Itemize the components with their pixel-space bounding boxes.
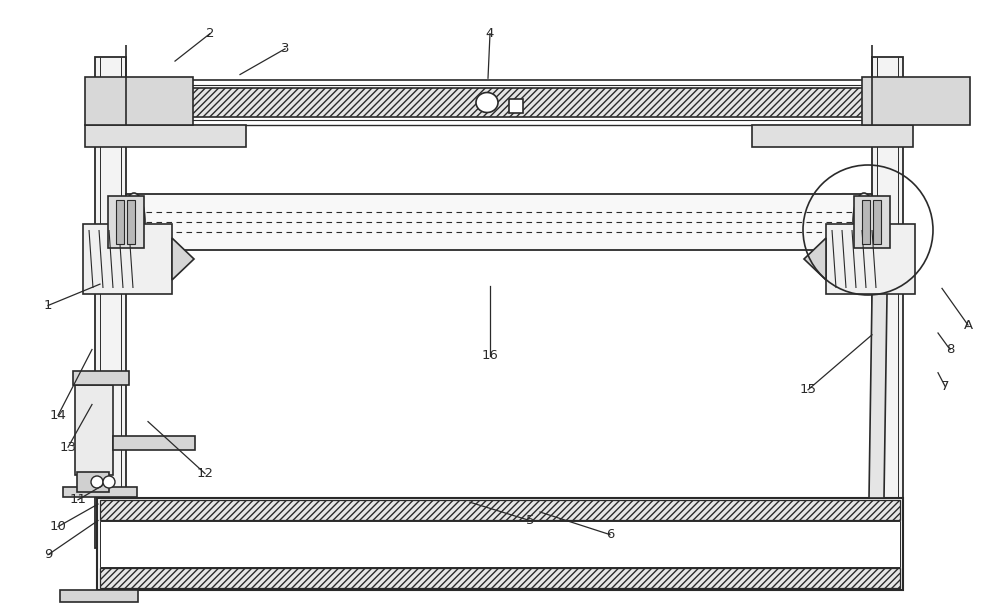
Bar [100, 568, 900, 588]
Text: 3: 3 [281, 42, 289, 56]
Circle shape [91, 476, 103, 488]
Bar [73, 371, 129, 385]
Bar [873, 200, 881, 244]
Bar [97, 498, 903, 590]
Bar [100, 500, 900, 520]
Bar [752, 125, 913, 147]
Polygon shape [869, 228, 888, 498]
Polygon shape [804, 238, 826, 280]
Text: 10: 10 [50, 520, 66, 533]
Ellipse shape [476, 92, 498, 112]
Bar [75, 385, 113, 475]
Bar [126, 194, 872, 250]
Text: 4: 4 [486, 27, 494, 40]
Bar [85, 125, 246, 147]
Bar [108, 196, 144, 248]
Bar [509, 99, 523, 113]
Text: 5: 5 [526, 514, 534, 527]
Text: 14: 14 [50, 409, 66, 422]
Text: 1: 1 [44, 299, 52, 312]
Bar [127, 200, 135, 244]
Bar [60, 590, 138, 602]
Ellipse shape [123, 193, 145, 251]
Text: 13: 13 [60, 441, 76, 454]
Text: 15: 15 [800, 383, 816, 397]
Ellipse shape [853, 193, 875, 251]
Bar [871, 200, 889, 228]
Bar [872, 57, 903, 548]
Text: A: A [963, 318, 973, 332]
Bar [826, 224, 915, 294]
Bar [116, 200, 124, 244]
Bar [113, 436, 195, 450]
Bar [95, 57, 126, 548]
Bar [63, 487, 137, 497]
Text: 7: 7 [941, 379, 949, 393]
Bar [83, 224, 172, 294]
Text: 6: 6 [606, 528, 614, 541]
Circle shape [103, 476, 115, 488]
Text: 16: 16 [482, 349, 498, 362]
Text: 12: 12 [196, 467, 214, 480]
Bar [77, 472, 109, 492]
Text: 2: 2 [206, 27, 214, 40]
Bar [854, 196, 890, 248]
Text: 11: 11 [70, 493, 87, 507]
Bar [85, 77, 193, 125]
Text: 8: 8 [946, 343, 954, 356]
Text: 9: 9 [44, 548, 52, 562]
Bar [95, 88, 903, 117]
Bar [100, 521, 900, 567]
Bar [862, 200, 870, 244]
Polygon shape [172, 238, 194, 280]
Bar [862, 77, 970, 125]
